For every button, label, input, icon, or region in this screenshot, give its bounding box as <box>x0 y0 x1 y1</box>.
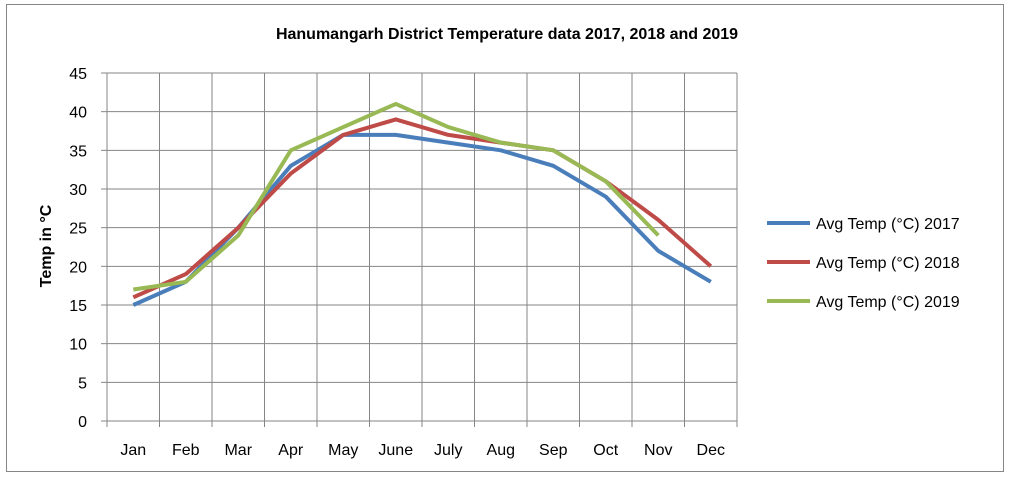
y-tick-labels: 0 5 10 15 20 25 30 35 40 45 <box>69 66 87 431</box>
series-lines <box>132 101 713 307</box>
y-tick-label: 0 <box>78 414 87 431</box>
y-tick-label: 25 <box>69 221 87 238</box>
x-tick-label: July <box>434 442 462 459</box>
y-tick-label: 45 <box>69 66 87 83</box>
x-tick-label: Mar <box>224 442 252 459</box>
y-tick-label: 35 <box>69 143 87 160</box>
y-tick-label: 10 <box>69 337 87 354</box>
x-tick-label: Oct <box>593 442 618 459</box>
y-tick-label: 15 <box>69 298 87 315</box>
x-tick-label: Jan <box>120 442 146 459</box>
x-tick-label: May <box>328 442 358 459</box>
y-tick-label: 20 <box>69 259 87 276</box>
chart-title: Hanumangarh District Temperature data 20… <box>276 26 738 43</box>
series-line <box>133 101 660 292</box>
x-tick-label: Apr <box>278 442 304 459</box>
y-axis-label: Temp in °C <box>38 204 55 287</box>
x-tick-label: Dec <box>697 442 725 459</box>
x-tick-label: Nov <box>644 442 672 459</box>
y-tick-label: 40 <box>69 105 87 122</box>
x-tick-label: Feb <box>172 442 200 459</box>
legend-entry: Avg Temp (°C) 2017 <box>816 216 960 233</box>
y-tick-label: 30 <box>69 182 87 199</box>
legend-entry: Avg Temp (°C) 2019 <box>816 294 960 311</box>
legend: Avg Temp (°C) 2017 Avg Temp (°C) 2018 Avg … <box>767 216 960 311</box>
x-tick-label: Sep <box>539 442 568 459</box>
x-tick-label: Aug <box>487 442 515 459</box>
x-tick-label: June <box>378 442 413 459</box>
x-tick-labels: Jan Feb Mar Apr May June July Aug Sep Oct Nov Dec <box>120 442 725 459</box>
grid <box>101 72 738 427</box>
chart-frame <box>6 4 1004 472</box>
legend-entry: Avg Temp (°C) 2018 <box>816 255 960 272</box>
y-tick-label: 5 <box>78 375 87 392</box>
